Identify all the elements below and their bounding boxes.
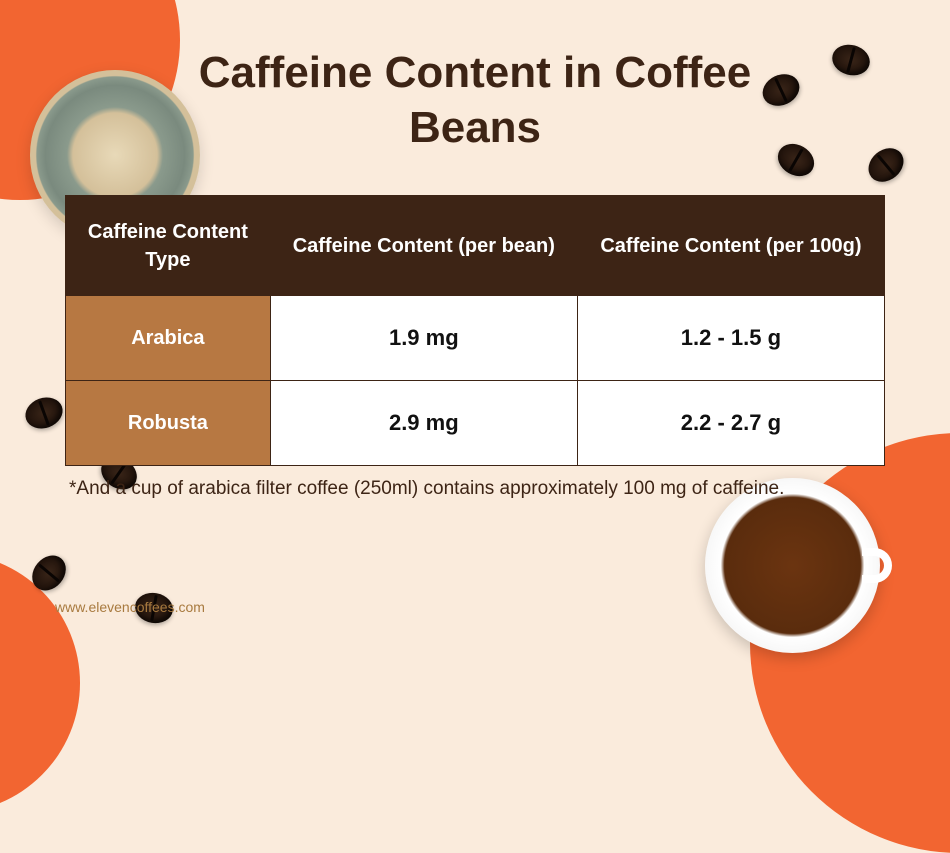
robusta-per-100g: 2.2 - 2.7 g [577, 381, 884, 466]
caffeine-table: Caffeine Content Type Caffeine Content (… [65, 195, 885, 466]
row-label-arabica: Arabica [66, 296, 271, 381]
table-header-row: Caffeine Content Type Caffeine Content (… [66, 196, 885, 296]
decor-shape-bottom-left [0, 553, 80, 813]
arabica-per-bean: 1.9 mg [270, 296, 577, 381]
coffee-bean-icon [21, 392, 67, 433]
col-header-per-100g: Caffeine Content (per 100g) [577, 196, 884, 296]
caffeine-table-container: Caffeine Content Type Caffeine Content (… [65, 195, 885, 500]
table-row: Robusta 2.9 mg 2.2 - 2.7 g [66, 381, 885, 466]
coffee-bean-icon [772, 138, 820, 183]
page-title: Caffeine Content in Coffee Beans [175, 45, 775, 155]
coffee-bean-icon [862, 141, 910, 188]
row-label-robusta: Robusta [66, 381, 271, 466]
table-row: Arabica 1.9 mg 1.2 - 1.5 g [66, 296, 885, 381]
robusta-per-bean: 2.9 mg [270, 381, 577, 466]
coffee-bean-icon [829, 41, 873, 80]
arabica-per-100g: 1.2 - 1.5 g [577, 296, 884, 381]
source-url: www.elevencoffees.com [55, 599, 205, 615]
col-header-type: Caffeine Content Type [66, 196, 271, 296]
footnote-text: *And a cup of arabica filter coffee (250… [65, 478, 885, 500]
col-header-per-bean: Caffeine Content (per bean) [270, 196, 577, 296]
coffee-cup-bottom-right [705, 478, 880, 653]
